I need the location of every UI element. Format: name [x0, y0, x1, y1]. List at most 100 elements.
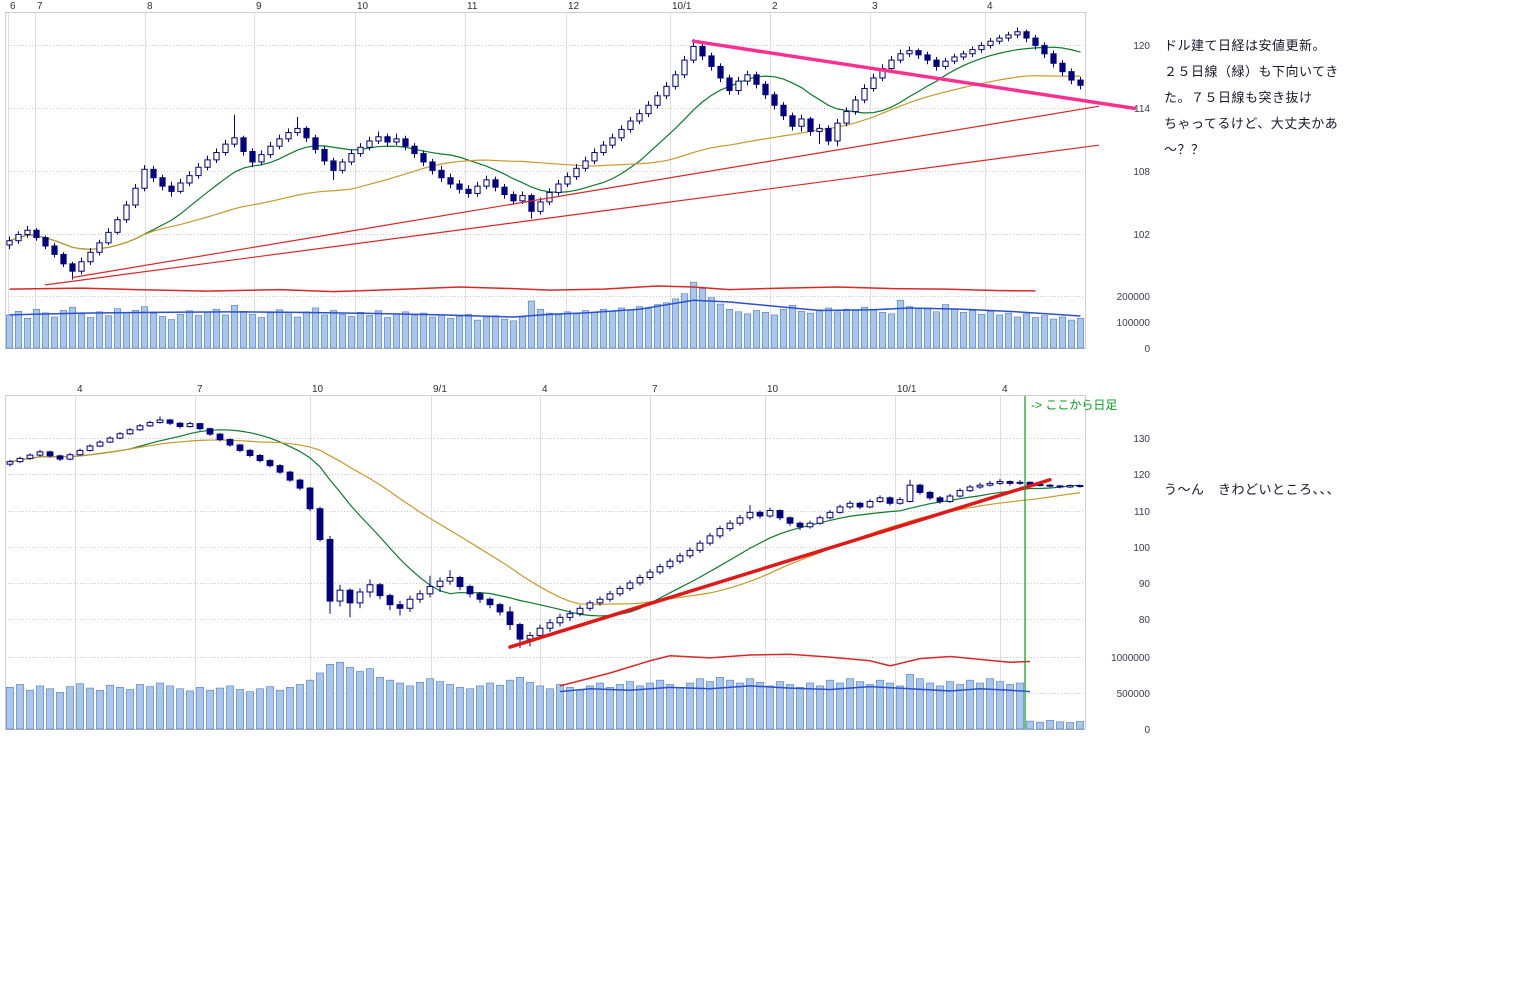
candle-up	[646, 571, 654, 579]
candle-up	[1005, 34, 1012, 39]
volume-bar	[482, 317, 491, 349]
volume-bar	[941, 304, 950, 349]
candle-down	[226, 439, 234, 446]
candle-up	[846, 502, 854, 508]
volume-bar	[401, 311, 410, 349]
volume-bar	[776, 681, 784, 730]
y-axis-labels: 120 114 108 102 200000 100000 0	[1117, 41, 1151, 355]
x-tick-label: 8	[147, 1, 153, 12]
candle-up	[906, 50, 913, 55]
volume-bar	[320, 314, 329, 349]
candle-up	[375, 136, 382, 142]
candle-down	[776, 510, 784, 519]
volume-bar	[336, 661, 344, 730]
candle-down	[456, 183, 463, 190]
x-tick-label: 4	[1002, 384, 1008, 395]
candle-down	[762, 83, 769, 96]
volume-bar	[365, 315, 374, 349]
moving-average-13	[9, 429, 1081, 617]
candle-up	[258, 154, 265, 163]
volume-bar	[1022, 313, 1031, 349]
candle-up	[564, 176, 571, 185]
candle-up	[876, 497, 884, 502]
horizontal-gridlines	[5, 438, 1085, 730]
volume-bar	[545, 312, 554, 349]
volume-bar	[156, 682, 164, 730]
volume-bar	[257, 317, 266, 349]
candle-down	[42, 237, 49, 247]
volume-bar	[860, 306, 869, 349]
volume-bar	[473, 319, 482, 349]
candle-down	[420, 153, 427, 163]
candle-up	[15, 233, 22, 242]
volume-bar	[752, 310, 761, 349]
volume-bar	[734, 311, 743, 349]
volume-bar	[16, 684, 24, 730]
candle-up	[826, 511, 834, 519]
volume-bar	[185, 310, 194, 349]
volume-bar	[146, 686, 154, 730]
volume-bar	[356, 671, 364, 730]
candle-down	[699, 45, 706, 57]
volume-bar	[239, 311, 248, 349]
candle-down	[166, 419, 174, 424]
red-trendline-lower	[44, 144, 1100, 286]
volume-tick-label: 100000	[1117, 318, 1151, 329]
candle-up	[348, 153, 355, 163]
volume-bar	[797, 311, 806, 349]
volume-bar	[546, 688, 554, 730]
volume-bar	[410, 315, 419, 349]
volume-bar	[916, 678, 924, 730]
candle-up	[366, 584, 374, 593]
volume-bar	[842, 308, 851, 349]
candle-up	[96, 242, 103, 253]
candle-up	[519, 195, 526, 202]
volume-bar	[766, 685, 774, 730]
candle-up	[6, 461, 14, 465]
volume-bar	[824, 307, 833, 349]
candle-down	[1046, 484, 1054, 487]
volume-bar	[666, 684, 674, 730]
comment-line: ちゃってるけど、大丈夫かあ	[1164, 116, 1339, 131]
volume-bar	[496, 684, 504, 730]
x-tick-label: 4	[987, 1, 993, 12]
candle-up	[26, 454, 34, 459]
candle-up	[816, 517, 824, 524]
volume-bar	[122, 312, 131, 349]
candle-up	[294, 127, 301, 134]
candle-down	[510, 194, 517, 202]
volume-bar	[926, 682, 934, 730]
volume-bar	[596, 682, 604, 730]
volume-ma-line	[559, 685, 1031, 693]
candle-up	[231, 137, 238, 145]
x-tick-label: 10	[767, 384, 779, 395]
bottom-chart-comment: う～ん きわどいところ、、、	[1164, 482, 1341, 497]
volume-bar	[500, 318, 509, 349]
candle-down	[506, 611, 514, 626]
candle-up	[16, 457, 24, 463]
candle-down	[240, 137, 247, 152]
candle-down	[346, 589, 354, 604]
volume-bar	[656, 679, 664, 730]
dollar-nikkei-weekly-chart: 4 7 10 9/1 4 7 10 10/1 4 130 120 110 100 90 80 1000000 5…	[0, 383, 1156, 736]
candle-up	[555, 183, 562, 193]
volume-bar	[996, 681, 1004, 730]
candle-up	[105, 231, 112, 244]
candle-down	[780, 104, 787, 117]
volume-bar	[976, 682, 984, 730]
volume-bar	[676, 687, 684, 730]
volume-bar	[356, 312, 365, 349]
volume-bar	[186, 690, 194, 730]
comment-line: た。７５日線も突き抜け	[1164, 90, 1313, 105]
volume-bar	[635, 306, 644, 349]
volume-bar	[1031, 317, 1040, 349]
x-tick-label: 4	[77, 384, 83, 395]
candle-up	[6, 240, 13, 246]
candle-up	[573, 167, 580, 178]
price-tick-label: 110	[1134, 507, 1150, 518]
candle-down	[717, 65, 724, 79]
candle-up	[483, 179, 490, 187]
candle-up	[666, 560, 674, 568]
volume-bar	[986, 311, 995, 349]
moving-average-lines	[9, 429, 1081, 617]
